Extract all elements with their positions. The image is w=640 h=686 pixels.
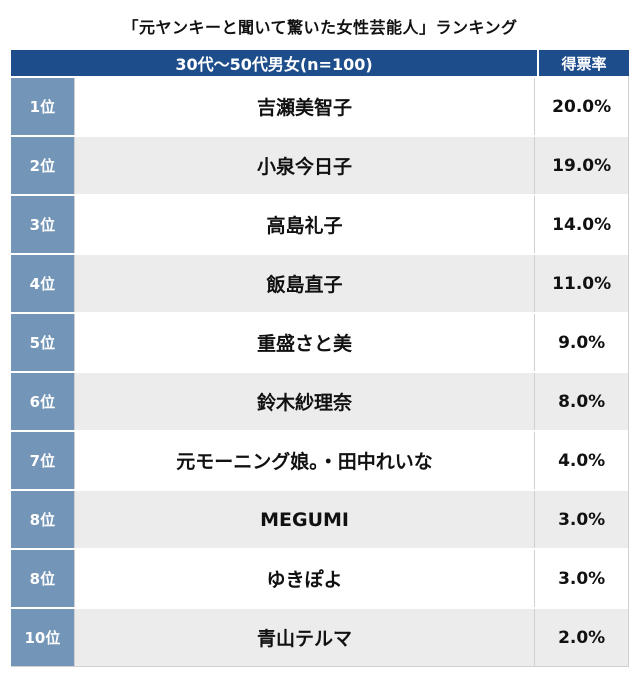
vote-rate: 3.0% <box>534 550 628 607</box>
table-row: 6位 鈴木紗理奈 8.0% <box>11 371 628 430</box>
vote-rate: 8.0% <box>534 373 628 430</box>
rank-label: 8位 <box>11 491 74 548</box>
celebrity-name: ゆきぽよ <box>73 550 535 607</box>
vote-rate: 19.0% <box>534 137 628 194</box>
table-row: 2位 小泉今日子 19.0% <box>11 135 628 194</box>
table-body: 1位 吉瀬美智子 20.0% 2位 小泉今日子 19.0% 3位 高島礼子 14.0% 4位 飯島直… <box>11 76 629 667</box>
vote-rate: 14.0% <box>534 196 628 253</box>
rank-label: 1位 <box>11 78 74 135</box>
table-row: 5位 重盛さと美 9.0% <box>11 312 628 371</box>
rank-label: 4位 <box>11 255 74 312</box>
vote-rate: 11.0% <box>534 255 628 312</box>
ranking-table: 30代〜50代男女(n=100) 得票率 1位 吉瀬美智子 20.0% 2位 小泉今日子… <box>11 50 629 667</box>
header-divider <box>537 50 539 76</box>
celebrity-name: 重盛さと美 <box>73 314 535 371</box>
celebrity-name: 高島礼子 <box>73 196 535 253</box>
table-row: 10位 青山テルマ 2.0% <box>11 607 628 666</box>
vote-rate: 20.0% <box>534 78 628 135</box>
table-row: 8位 ゆきぽよ 3.0% <box>11 548 628 607</box>
vote-rate: 2.0% <box>534 609 628 666</box>
header-survey-label: 30代〜50代男女(n=100) <box>11 50 537 76</box>
rank-label: 8位 <box>11 550 74 607</box>
table-row: 7位 元モーニング娘。・田中れいな 4.0% <box>11 430 628 489</box>
celebrity-name: 鈴木紗理奈 <box>73 373 535 430</box>
celebrity-name: MEGUMI <box>73 491 535 548</box>
rank-label: 6位 <box>11 373 74 430</box>
rank-label: 10位 <box>11 609 74 666</box>
celebrity-name: 吉瀬美智子 <box>73 78 535 135</box>
rank-label: 2位 <box>11 137 74 194</box>
rank-label: 3位 <box>11 196 74 253</box>
celebrity-name: 元モーニング娘。・田中れいな <box>73 432 535 489</box>
vote-rate: 3.0% <box>534 491 628 548</box>
celebrity-name: 飯島直子 <box>73 255 535 312</box>
celebrity-name: 小泉今日子 <box>73 137 535 194</box>
chart-title: 「元ヤンキーと聞いて驚いた女性芸能人」ランキング <box>122 18 518 37</box>
table-header: 30代〜50代男女(n=100) 得票率 <box>11 50 629 76</box>
celebrity-name: 青山テルマ <box>73 609 535 666</box>
vote-rate: 4.0% <box>534 432 628 489</box>
table-row: 3位 高島礼子 14.0% <box>11 194 628 253</box>
rank-label: 7位 <box>11 432 74 489</box>
rank-label: 5位 <box>11 314 74 371</box>
table-row: 8位 MEGUMI 3.0% <box>11 489 628 548</box>
header-rate-label: 得票率 <box>539 50 629 76</box>
table-row: 1位 吉瀬美智子 20.0% <box>11 76 628 135</box>
vote-rate: 9.0% <box>534 314 628 371</box>
table-row: 4位 飯島直子 11.0% <box>11 253 628 312</box>
